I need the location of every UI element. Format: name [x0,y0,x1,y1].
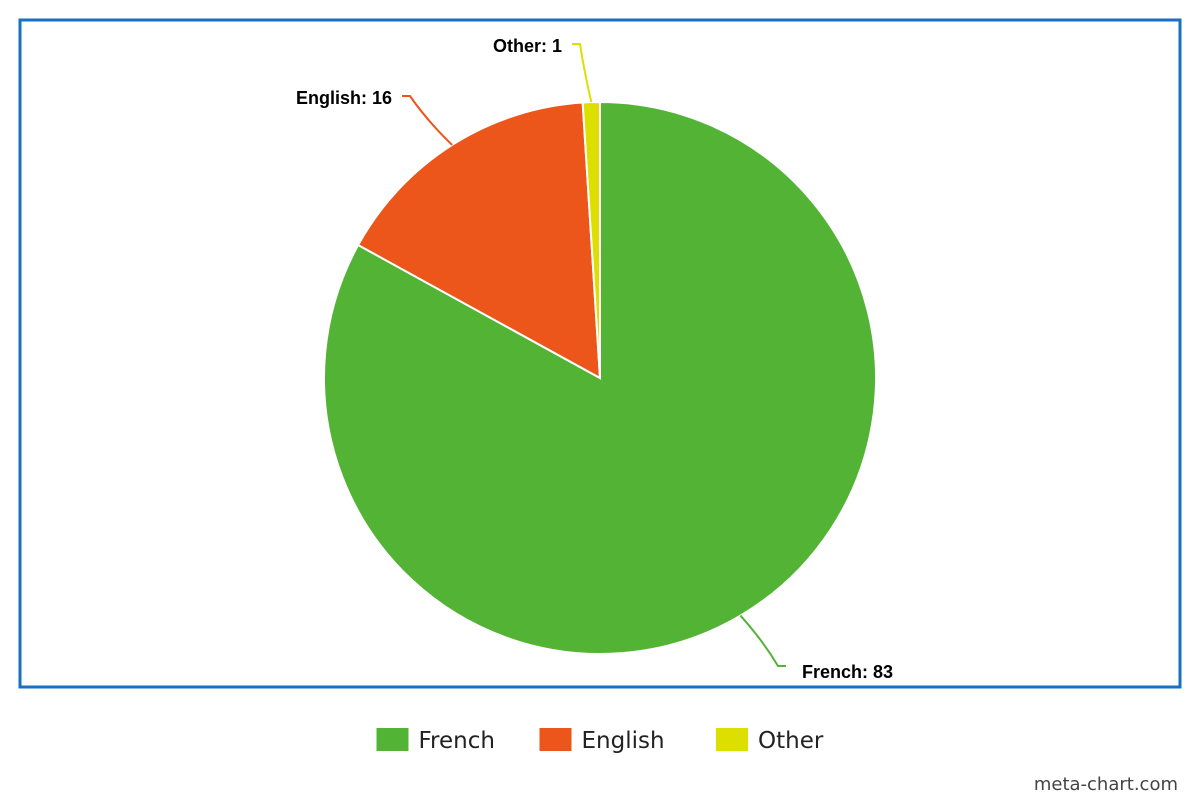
slice-french[interactable] [323,100,877,655]
legend: French English Other [376,728,824,754]
data-label-other: Other: 1 [493,36,562,56]
legend-label-english: English [582,728,665,754]
legend-label-french: French [419,728,495,754]
legend-item-french[interactable]: French [376,728,495,754]
data-label-french: French: 83 [802,662,893,682]
legend-item-english[interactable]: English [539,728,665,754]
credit-text[interactable]: meta-chart.com [1034,774,1178,795]
legend-swatch-other [716,728,748,751]
legend-swatch-english [539,728,572,751]
slice-english[interactable] [356,101,602,380]
connector-english [402,95,453,146]
legend-label-other: Other [758,728,824,754]
labels-group: French: 83 English: 16 Other: 1 [296,36,893,682]
legend-swatch-french [376,728,409,751]
data-label-english: English: 16 [296,88,392,108]
slice-other[interactable] [581,100,601,379]
connector-other [572,43,593,103]
legend-item-other[interactable]: Other [716,728,824,754]
connectors-group [402,43,786,667]
slices-group [323,100,877,655]
connector-french [739,614,786,667]
